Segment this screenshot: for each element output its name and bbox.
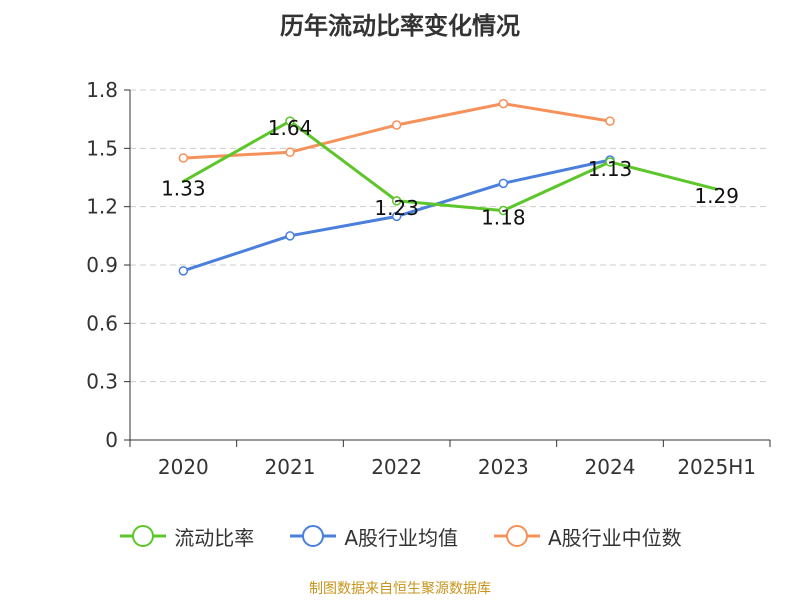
legend-item[interactable]: A股行业均值 (288, 521, 458, 551)
series-point-0 (498, 205, 509, 216)
legend-marker (506, 525, 528, 547)
data-label: 1.18 (481, 206, 526, 230)
y-tick-label: 1.8 (86, 78, 118, 102)
y-tick-label: 0 (105, 428, 118, 452)
y-tick-label: 0.9 (86, 253, 118, 277)
series-point-1 (178, 266, 189, 276)
series-point-0 (605, 157, 615, 167)
y-tick-label: 0.3 (86, 370, 118, 394)
legend-swatch (120, 525, 167, 547)
y-tick-label: 0.6 (86, 311, 118, 335)
x-tick-label: 2022 (371, 455, 422, 479)
y-tick-label: 1.2 (86, 195, 118, 219)
legend-marker (302, 525, 325, 547)
x-tick-label: 2020 (158, 455, 209, 479)
x-tick-label: 2025H1 (677, 455, 756, 479)
data-label: 1.64 (268, 116, 313, 140)
series-point-2 (391, 120, 402, 130)
series-point-0 (285, 116, 295, 126)
series-point-0 (391, 196, 402, 206)
legend-label: A股行业均值 (344, 525, 458, 550)
x-tick-label: 2024 (585, 455, 636, 479)
legend-marker (132, 525, 155, 547)
series-line-0 (181, 119, 719, 213)
series-point-1 (391, 211, 402, 222)
series-line-2 (181, 102, 612, 160)
y-tick-label: 1.5 (86, 136, 118, 160)
series-point-2 (285, 147, 295, 157)
x-tick-label: 2021 (265, 455, 316, 479)
data-label: 1.13 (588, 157, 633, 181)
legend-label: A股行业中位数 (548, 525, 682, 550)
data-label: 1.33 (161, 176, 206, 200)
legend-item[interactable]: 流动比率 (118, 521, 254, 551)
source-note: 制图数据来自恒生聚源数据库 (309, 581, 491, 597)
series-point-2 (178, 153, 189, 163)
chart-title: 历年流动比率变化情况 (280, 12, 520, 40)
series-point-1 (498, 178, 509, 189)
legend: 流动比率 A股行业均值 A股行业中位数 (0, 518, 800, 554)
data-label: 1.29 (694, 184, 739, 208)
series-point-2 (605, 116, 615, 126)
legend-item[interactable]: A股行业中位数 (492, 521, 682, 551)
series-point-1 (285, 231, 295, 241)
data-label: 1.23 (374, 196, 419, 220)
legend-swatch (290, 525, 337, 547)
x-tick-label: 2023 (478, 455, 529, 479)
legend-swatch (494, 525, 540, 547)
legend-label: 流动比率 (174, 525, 255, 550)
series-point-2 (498, 98, 509, 109)
